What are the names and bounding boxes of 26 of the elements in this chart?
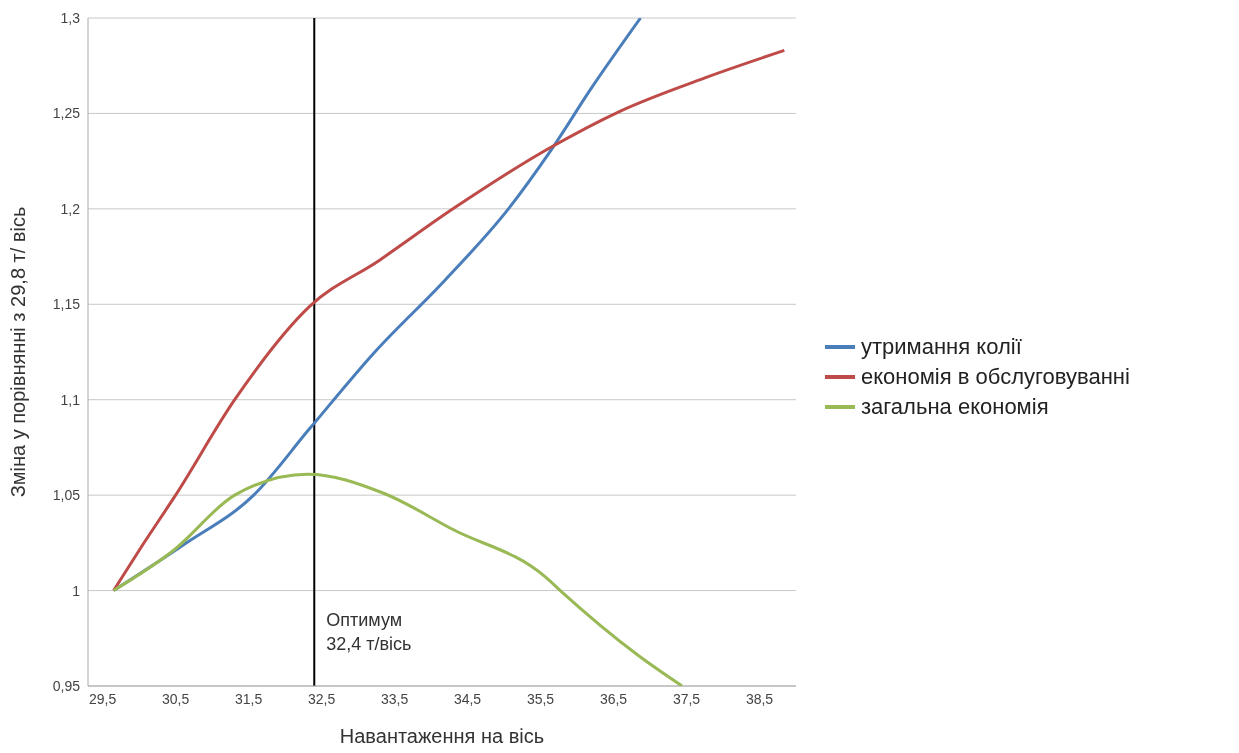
- line-series: [112, 48, 786, 593]
- x-axis-title: Навантаження на вісь: [339, 725, 545, 747]
- x-tick-label: 35,5: [526, 690, 555, 707]
- line-series: [112, 472, 684, 686]
- y-tick-label: 1: [72, 582, 81, 599]
- x-tick-label: 34,5: [453, 690, 482, 707]
- y-tick-label: 1,2: [60, 200, 81, 217]
- ref-line-label: Оптимум 32,4 т/вісь: [326, 610, 412, 654]
- y-axis-title: Зміна у порівнянні з 29,8 т/ вісь: [7, 206, 30, 498]
- x-tick-label: 31,5: [234, 690, 263, 707]
- x-tick-label: 38,5: [745, 690, 774, 707]
- x-tick-label: 29,5: [88, 690, 117, 707]
- legend-label: економія в обслуговуванні: [861, 363, 1130, 390]
- y-tick-label: 1,1: [60, 391, 81, 408]
- legend-label: утримання колії: [861, 333, 1022, 360]
- legend-label: загальна економія: [861, 393, 1049, 420]
- y-tick-label: 1,05: [52, 487, 81, 504]
- x-tick-label: 33,5: [380, 690, 409, 707]
- y-tick-label: 1,3: [60, 9, 81, 26]
- x-tick-label: 36,5: [599, 690, 628, 707]
- y-tick-label: 1,15: [52, 296, 81, 313]
- y-tick-label: 0,95: [52, 677, 81, 694]
- x-tick-label: 30,5: [161, 690, 190, 707]
- x-tick-label: 37,5: [672, 690, 701, 707]
- y-tick-label: 1,25: [52, 105, 81, 122]
- x-tick-label: 32,5: [307, 690, 336, 707]
